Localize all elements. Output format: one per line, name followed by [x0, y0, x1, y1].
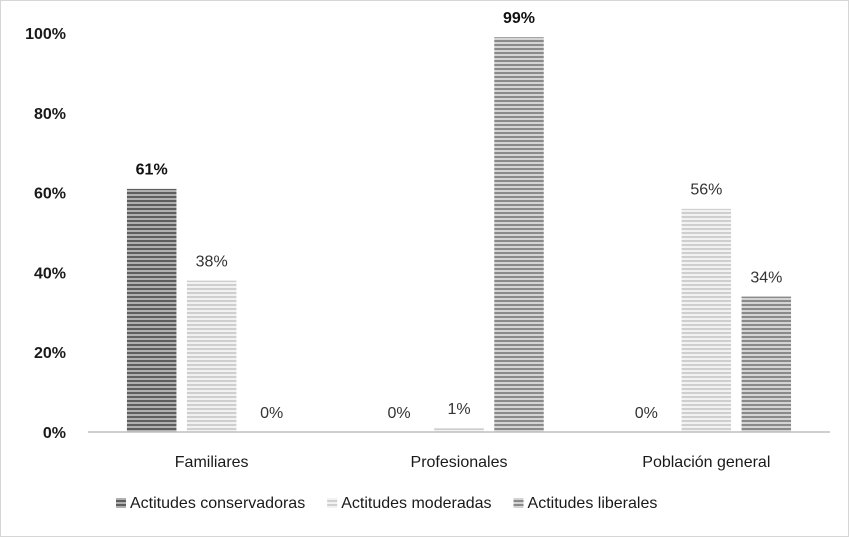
data-label: 61%: [136, 162, 168, 179]
bars: [126, 36, 792, 433]
legend-item: Actitudes conservadoras: [116, 495, 305, 512]
legend-label: Actitudes conservadoras: [130, 495, 305, 512]
data-label: 56%: [690, 182, 722, 199]
data-label: 1%: [447, 401, 470, 418]
x-tick-label: Profesionales: [411, 454, 508, 471]
x-tick-label: Población general: [642, 454, 770, 471]
bar: [741, 296, 792, 433]
legend-item: Actitudes liberales: [513, 495, 658, 512]
y-tick-label: 40%: [34, 265, 66, 282]
legend-label: Actitudes liberales: [528, 495, 658, 512]
data-label: 99%: [503, 10, 535, 27]
y-axis: 0% 20% 40% 60% 80% 100%: [25, 26, 66, 442]
bar: [186, 280, 237, 433]
y-tick-label: 100%: [25, 26, 66, 43]
y-tick-label: 80%: [34, 106, 66, 123]
legend: Actitudes conservadoras Actitudes moderad…: [116, 495, 657, 512]
legend-swatch: [116, 498, 126, 508]
data-label: 0%: [260, 405, 283, 422]
data-label: 34%: [750, 269, 782, 286]
legend-item: Actitudes moderadas: [327, 495, 492, 512]
y-tick-label: 20%: [34, 345, 66, 362]
bar: [681, 208, 732, 433]
legend-swatch: [513, 498, 524, 508]
data-label: 38%: [196, 253, 228, 270]
bar: [126, 188, 177, 433]
data-label: 0%: [387, 405, 410, 422]
data-labels: 61% 38% 0% 0% 1% 99% 0% 56% 34%: [136, 10, 783, 422]
x-axis: Familiares Profesionales Población general: [175, 454, 771, 471]
x-tick-label: Familiares: [175, 454, 249, 471]
y-tick-label: 60%: [34, 186, 66, 203]
bar: [493, 36, 545, 433]
legend-swatch: [327, 498, 338, 508]
y-tick-label: 0%: [43, 425, 66, 442]
legend-label: Actitudes moderadas: [341, 495, 491, 512]
data-label: 0%: [635, 405, 658, 422]
